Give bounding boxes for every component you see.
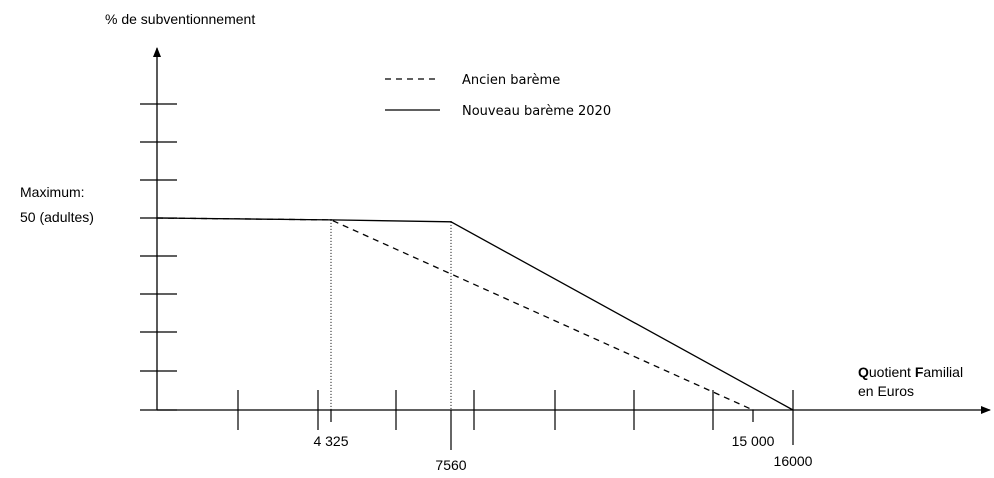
x-axis-title-uotient: uotient [869, 364, 915, 380]
x-tick-group [237, 390, 714, 430]
x-tick-label-15000: 15 000 [732, 433, 775, 449]
x-tick-label-group: 4 325 7560 15 000 16000 [313, 390, 813, 473]
guide-lines [330, 219, 452, 410]
legend-label-nouveau: Nouveau barème 2020 [462, 104, 611, 119]
x-axis-title-amilial: amilial [923, 364, 963, 380]
series-line-nouveau-bareme-2020 [156, 217, 794, 411]
x-tick-label-7560: 7560 [435, 457, 466, 473]
series-line-ancien-bareme [156, 217, 754, 411]
legend-label-ancien: Ancien barème [462, 73, 560, 88]
x-axis-title-q: Q [858, 364, 869, 380]
series-1-point-2 [450, 221, 452, 223]
x-tick-label-16000: 16000 [774, 453, 813, 469]
series-1-point-0 [156, 217, 158, 219]
x-axis-title-f: F [915, 364, 924, 380]
max-label-line2: 50 (adultes) [20, 209, 94, 225]
y-tick-group [140, 103, 177, 411]
x-axis-title-line2: en Euros [858, 383, 914, 399]
y-axis-title: % de subventionnement [105, 11, 255, 27]
series-group [156, 217, 794, 411]
x-axis-title: Quotient Familial [858, 364, 963, 380]
x-tick-label-4325: 4 325 [313, 433, 348, 449]
max-label-line1: Maximum: [20, 184, 85, 200]
series-1-point-1 [330, 219, 332, 221]
